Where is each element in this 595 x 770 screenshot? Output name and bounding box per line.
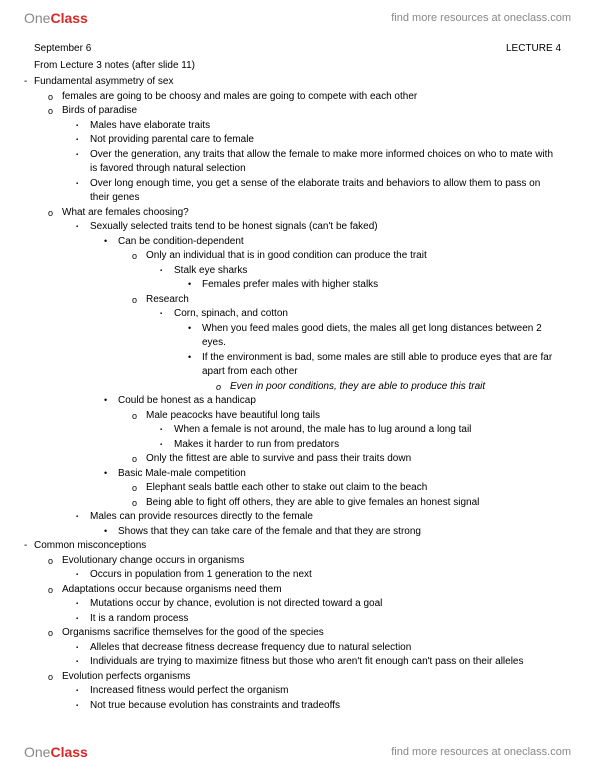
list-item: Occurs in population from 1 generation t… xyxy=(90,568,561,583)
item-text: Organisms sacrifice themselves for the g… xyxy=(62,627,324,638)
item-text: Birds of paradise xyxy=(62,105,137,116)
list-item: Organisms sacrifice themselves for the g… xyxy=(62,626,561,670)
list-item: Male peacocks have beautiful long tails … xyxy=(146,409,561,453)
item-text: Sexually selected traits tend to be hone… xyxy=(90,221,378,232)
list-item: Not true because evolution has constrain… xyxy=(90,699,561,714)
list-item: females are going to be choosy and males… xyxy=(62,90,561,105)
brand-logo: OneClass xyxy=(24,10,88,26)
item-text: Can be condition-dependent xyxy=(118,236,244,247)
list-item: When a female is not around, the male ha… xyxy=(174,423,561,438)
list-item: Evolution perfects organisms Increased f… xyxy=(62,670,561,714)
header-resources-link[interactable]: find more resources at oneclass.com xyxy=(391,12,571,24)
list-item: Makes it harder to run from predators xyxy=(174,438,561,453)
brand-part2: Class xyxy=(50,10,87,26)
list-item: Increased fitness would perfect the orga… xyxy=(90,684,561,699)
item-text: Research xyxy=(146,294,189,305)
item-text: Adaptations occur because organisms need… xyxy=(62,584,282,595)
list-item: Could be honest as a handicap Male peaco… xyxy=(118,394,561,467)
item-text: Males can provide resources directly to … xyxy=(90,511,313,522)
list-item: Mutations occur by chance, evolution is … xyxy=(90,597,561,612)
list-item: Basic Male-male competition Elephant sea… xyxy=(118,467,561,511)
item-text: If the environment is bad, some males ar… xyxy=(202,352,552,378)
list-item: If the environment is bad, some males ar… xyxy=(202,351,561,395)
topic-title: Common misconceptions xyxy=(34,540,146,551)
brand-part1: One xyxy=(24,744,50,760)
topic-asymmetry: Fundamental asymmetry of sex females are… xyxy=(34,75,561,539)
lecture-label: LECTURE 4 xyxy=(506,42,561,57)
item-text: Male peacocks have beautiful long tails xyxy=(146,410,320,421)
item-text: Stalk eye sharks xyxy=(174,265,247,276)
list-item: Stalk eye sharks Females prefer males wi… xyxy=(174,264,561,293)
topic-title: Fundamental asymmetry of sex xyxy=(34,76,174,87)
list-item: Alleles that decrease fitness decrease f… xyxy=(90,641,561,656)
brand-part2: Class xyxy=(50,744,87,760)
list-item: Corn, spinach, and cotton When you feed … xyxy=(174,307,561,394)
list-item: Over long enough time, you get a sense o… xyxy=(90,177,561,206)
list-item: Can be condition-dependent Only an indiv… xyxy=(118,235,561,395)
list-item: Males have elaborate traits xyxy=(90,119,561,134)
list-item: When you feed males good diets, the male… xyxy=(202,322,561,351)
list-item: Shows that they can take care of the fem… xyxy=(118,525,561,540)
date-text: September 6 xyxy=(34,42,91,57)
item-text: Basic Male-male competition xyxy=(118,468,246,479)
page-header: OneClass find more resources at oneclass… xyxy=(0,0,595,36)
list-item: Males can provide resources directly to … xyxy=(90,510,561,539)
list-item: Being able to fight off others, they are… xyxy=(146,496,561,511)
brand-logo-footer: OneClass xyxy=(24,744,88,760)
list-item: Evolutionary change occurs in organisms … xyxy=(62,554,561,583)
topic-misconceptions: Common misconceptions Evolutionary chang… xyxy=(34,539,561,713)
list-item: It is a random process xyxy=(90,612,561,627)
list-item: Individuals are trying to maximize fitne… xyxy=(90,655,561,670)
list-item: Adaptations occur because organisms need… xyxy=(62,583,561,627)
list-item: Over the generation, any traits that all… xyxy=(90,148,561,177)
list-item: Only an individual that is in good condi… xyxy=(146,249,561,293)
list-item: Elephant seals battle each other to stak… xyxy=(146,481,561,496)
item-text: Evolution perfects organisms xyxy=(62,671,190,682)
page-footer: OneClass find more resources at oneclass… xyxy=(0,734,595,770)
item-text: What are females choosing? xyxy=(62,207,189,218)
item-text: Evolutionary change occurs in organisms xyxy=(62,555,244,566)
brand-part1: One xyxy=(24,10,50,26)
footer-resources-link[interactable]: find more resources at oneclass.com xyxy=(391,746,571,758)
list-item: Not providing parental care to female xyxy=(90,133,561,148)
list-item: Only the fittest are able to survive and… xyxy=(146,452,561,467)
list-item: Sexually selected traits tend to be hone… xyxy=(90,220,561,510)
list-item: Even in poor conditions, they are able t… xyxy=(230,380,561,395)
item-text: Corn, spinach, and cotton xyxy=(174,308,288,319)
document-body: September 6 LECTURE 4 From Lecture 3 not… xyxy=(0,36,595,713)
item-text: Only an individual that is in good condi… xyxy=(146,250,427,261)
list-item: What are females choosing? Sexually sele… xyxy=(62,206,561,540)
list-item: Birds of paradise Males have elaborate t… xyxy=(62,104,561,206)
from-line: From Lecture 3 notes (after slide 11) xyxy=(34,59,561,74)
list-item: Females prefer males with higher stalks xyxy=(202,278,561,293)
list-item: Research Corn, spinach, and cotton When … xyxy=(146,293,561,395)
item-text: Could be honest as a handicap xyxy=(118,395,256,406)
